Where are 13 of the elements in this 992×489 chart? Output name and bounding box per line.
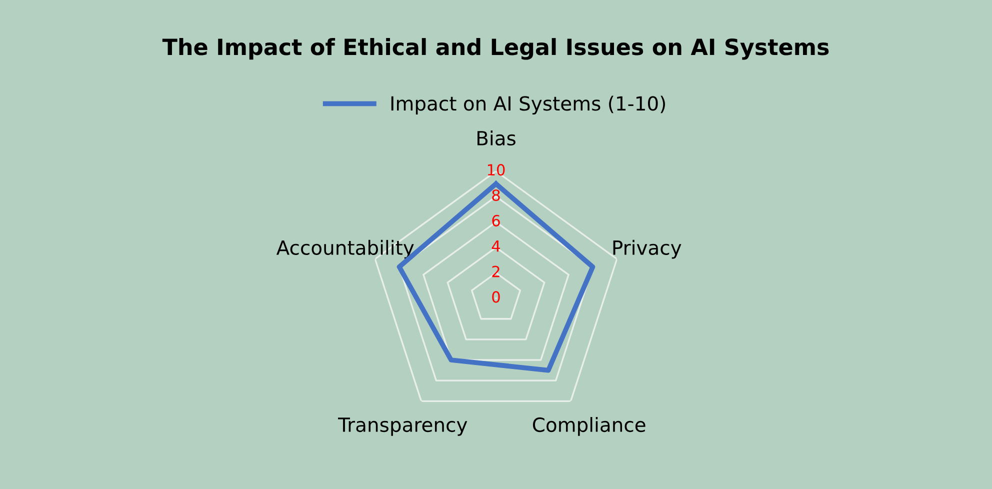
y-tick-label: 0 xyxy=(492,291,500,303)
y-tick-label: 2 xyxy=(492,266,500,278)
spoke-label: Accountability xyxy=(276,240,414,259)
y-tick-label: 4 xyxy=(492,240,500,252)
y-tick-label: 6 xyxy=(492,214,500,226)
spoke-label: Privacy xyxy=(613,240,682,259)
chart-title: The Impact of Ethical and Legal Issues on AI Systems xyxy=(162,38,829,60)
y-tick-label: 10 xyxy=(488,164,505,176)
y-tick-label: 8 xyxy=(492,189,500,202)
spoke-label: Transparency xyxy=(338,418,468,436)
legend-label: Impact on AI Systems (1-10) xyxy=(391,96,665,115)
spoke-label: Compliance xyxy=(532,417,646,436)
spoke-label: Bias xyxy=(478,130,516,146)
